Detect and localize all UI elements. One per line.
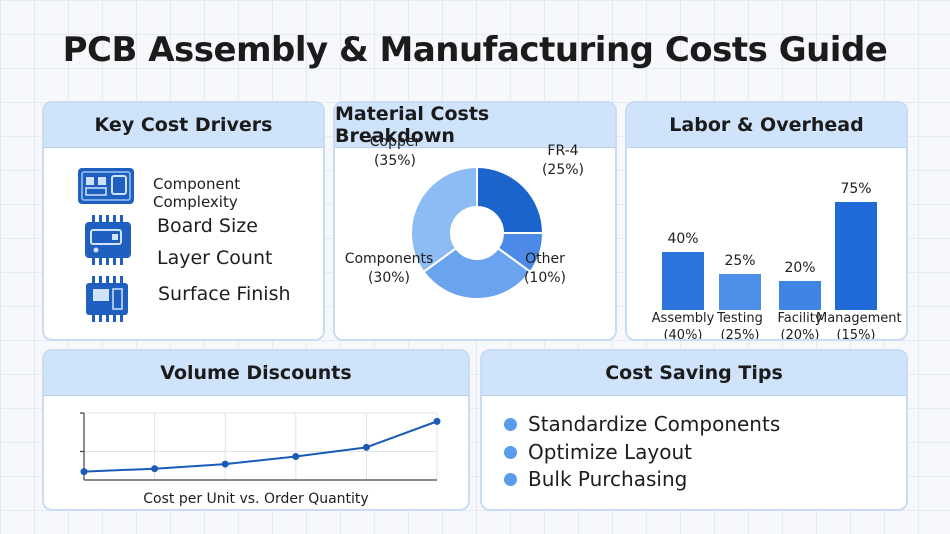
pie-slice-0 xyxy=(476,165,545,234)
bullet-icon xyxy=(504,472,517,486)
bullet-icon xyxy=(504,417,517,431)
bar-category-pct: (15%) xyxy=(836,328,876,341)
volume-discounts-heading: Volume Discounts xyxy=(44,351,468,396)
pcb-board-icon xyxy=(78,168,134,204)
circuit-module-icon xyxy=(85,215,131,265)
pie-label-fr4-name: FR-4 xyxy=(547,143,579,159)
bar-category-name: Management xyxy=(816,311,902,326)
pie-label-copper-pct: (35%) xyxy=(373,153,417,169)
bar-category-label: Testing (25%) xyxy=(700,310,780,341)
labor-bar-chart: 40% Assembly (40%) 25% Testing (25%) 20% Facili… xyxy=(627,147,906,341)
bar-category-label: Facility (20%) xyxy=(760,310,840,341)
tip-text: Optimize Layout xyxy=(528,440,693,464)
pie-label-other-pct: (10%) xyxy=(523,270,567,286)
bullet-icon xyxy=(504,445,517,459)
data-point xyxy=(151,465,159,473)
bar-assembly xyxy=(662,252,704,310)
pie-label-components-pct: (30%) xyxy=(367,270,411,286)
bar-facility xyxy=(779,281,821,310)
cost-saving-heading: Cost Saving Tips xyxy=(482,351,906,396)
driver-board-size: Board Size xyxy=(157,215,258,237)
bar-category-name: Assembly xyxy=(651,311,715,326)
data-point xyxy=(80,468,88,476)
labor-overhead-card: Labor & Overhead 40% Assembly (40%) 25% Test… xyxy=(625,101,908,341)
material-costs-heading: Material Costs Breakdown xyxy=(335,103,615,148)
pie-label-fr4: FR-4 (25%) xyxy=(528,142,598,180)
bar-value-label: 25% xyxy=(724,253,756,269)
volume-discounts-card: Volume Discounts Cost per Unit vs. Order… xyxy=(42,349,470,511)
bar-value-label: 20% xyxy=(784,260,816,277)
driver-surface-finish: Surface Finish xyxy=(158,283,291,305)
series-line xyxy=(83,420,438,473)
tip-text: Standardize Components xyxy=(528,412,781,436)
tip-text: Bulk Purchasing xyxy=(528,467,688,491)
bar-category-pct: (20%) xyxy=(780,328,820,341)
line-chart-xlabel: Cost per Unit vs. Order Quantity xyxy=(143,491,369,507)
pie-label-copper: Copper (35%) xyxy=(355,133,435,171)
data-point xyxy=(362,443,370,451)
bar-category-label: Management (15%) xyxy=(816,310,902,341)
pie-label-copper-name: Copper xyxy=(369,134,421,150)
cost-drivers-heading: Key Cost Drivers xyxy=(44,103,323,148)
tip-item: Standardize Components xyxy=(504,412,780,436)
bar-category-pct: (40%) xyxy=(663,328,703,341)
tip-item: Optimize Layout xyxy=(504,440,692,464)
bar-category-pct: (25%) xyxy=(720,328,760,341)
pie-label-other-name: Other xyxy=(525,251,565,267)
bar-testing xyxy=(719,274,761,310)
volume-line-chart xyxy=(80,412,441,481)
bar-management xyxy=(835,202,877,310)
data-point xyxy=(433,417,441,425)
cost-drivers-card: Key Cost Drivers Component Complexity Bo… xyxy=(42,101,325,341)
pie-label-components-name: Components xyxy=(344,251,434,267)
bar-category-name: Facility xyxy=(777,311,823,326)
pie-label-fr4-pct: (25%) xyxy=(541,162,585,178)
driver-layer-count: Layer Count xyxy=(157,247,273,269)
pie-slice-2 xyxy=(422,246,532,300)
bar-value-label: 75% xyxy=(840,181,872,197)
pie-slice-3 xyxy=(410,165,478,274)
labor-overhead-heading: Labor & Overhead xyxy=(627,103,906,148)
bar-value-label: 40% xyxy=(667,231,699,248)
pie-label-other: Other (10%) xyxy=(510,250,580,288)
data-point xyxy=(221,460,229,468)
material-costs-card: Material Costs Breakdown FR-4 (25%) Othe… xyxy=(333,101,617,341)
microchip-icon xyxy=(86,276,128,322)
bar-category-name: Testing xyxy=(717,311,763,326)
data-point xyxy=(292,453,300,461)
driver-component-complexity: Component Complexity xyxy=(153,175,241,211)
page-title: PCB Assembly & Manufacturing Costs Guide xyxy=(62,30,888,70)
pie-label-components: Components (30%) xyxy=(335,250,443,288)
bar-category-label: Assembly (40%) xyxy=(643,310,723,341)
tip-item: Bulk Purchasing xyxy=(504,467,687,491)
material-donut-chart xyxy=(410,165,545,300)
cost-saving-card: Cost Saving Tips Standardize Components … xyxy=(480,349,908,511)
